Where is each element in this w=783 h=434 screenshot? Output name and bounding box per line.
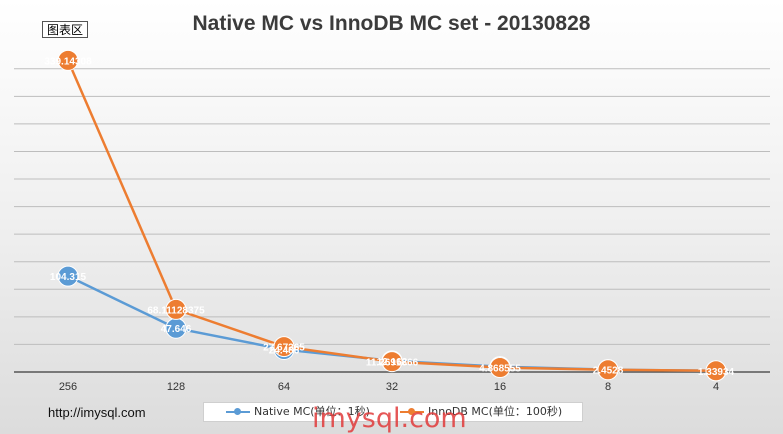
site-url-label: http://imysql.com <box>48 405 146 420</box>
data-point-1 <box>597 359 619 381</box>
data-label: 24.486 <box>269 346 300 357</box>
legend-item-native: Native MC(单位：1秒) <box>226 405 370 419</box>
data-point-1 <box>489 357 511 379</box>
data-label: 12.162 <box>377 357 408 368</box>
data-label: 47.646 <box>161 324 192 335</box>
x-tick-label: 256 <box>59 381 77 393</box>
data-label: 104.315 <box>50 272 87 283</box>
chart-title: Native MC vs InnoDB MC set - 20130828 <box>192 12 591 35</box>
legend-label-innodb: InnoDB MC(单位：100秒) <box>428 405 563 418</box>
data-label: 27.67265 <box>263 343 305 354</box>
legend-label-native: Native MC(单位：1秒) <box>254 405 370 418</box>
chart-area-badge[interactable]: 图表区 <box>42 21 88 38</box>
x-tick-label: 64 <box>278 381 290 393</box>
x-tick-label: 32 <box>386 381 398 393</box>
data-label: 2.4528 <box>593 366 624 377</box>
x-tick-label: 16 <box>494 381 506 393</box>
legend-swatch-innodb <box>400 408 424 415</box>
data-label: 68.11128375 <box>147 305 205 316</box>
data-point-1 <box>57 49 79 71</box>
data-point-0 <box>57 265 79 287</box>
legend-swatch-native <box>226 408 250 415</box>
watermark: imysql.com <box>312 403 467 434</box>
data-point-1 <box>273 336 295 358</box>
data-label: 4.868555 <box>479 364 521 375</box>
x-tick-label: 128 <box>167 381 185 393</box>
data-label: 11.2691866 <box>366 358 419 369</box>
data-label: 339.14308 <box>44 56 92 67</box>
data-point-1 <box>165 298 187 320</box>
data-point-1 <box>381 351 403 373</box>
x-tick-label: 8 <box>605 381 611 393</box>
legend: Native MC(单位：1秒) InnoDB MC(单位：100秒) <box>203 402 583 422</box>
legend-item-innodb: InnoDB MC(单位：100秒) <box>400 405 562 419</box>
data-label: 1.33934 <box>698 367 735 378</box>
x-tick-label: 4 <box>713 381 719 393</box>
data-point-1 <box>705 360 727 382</box>
